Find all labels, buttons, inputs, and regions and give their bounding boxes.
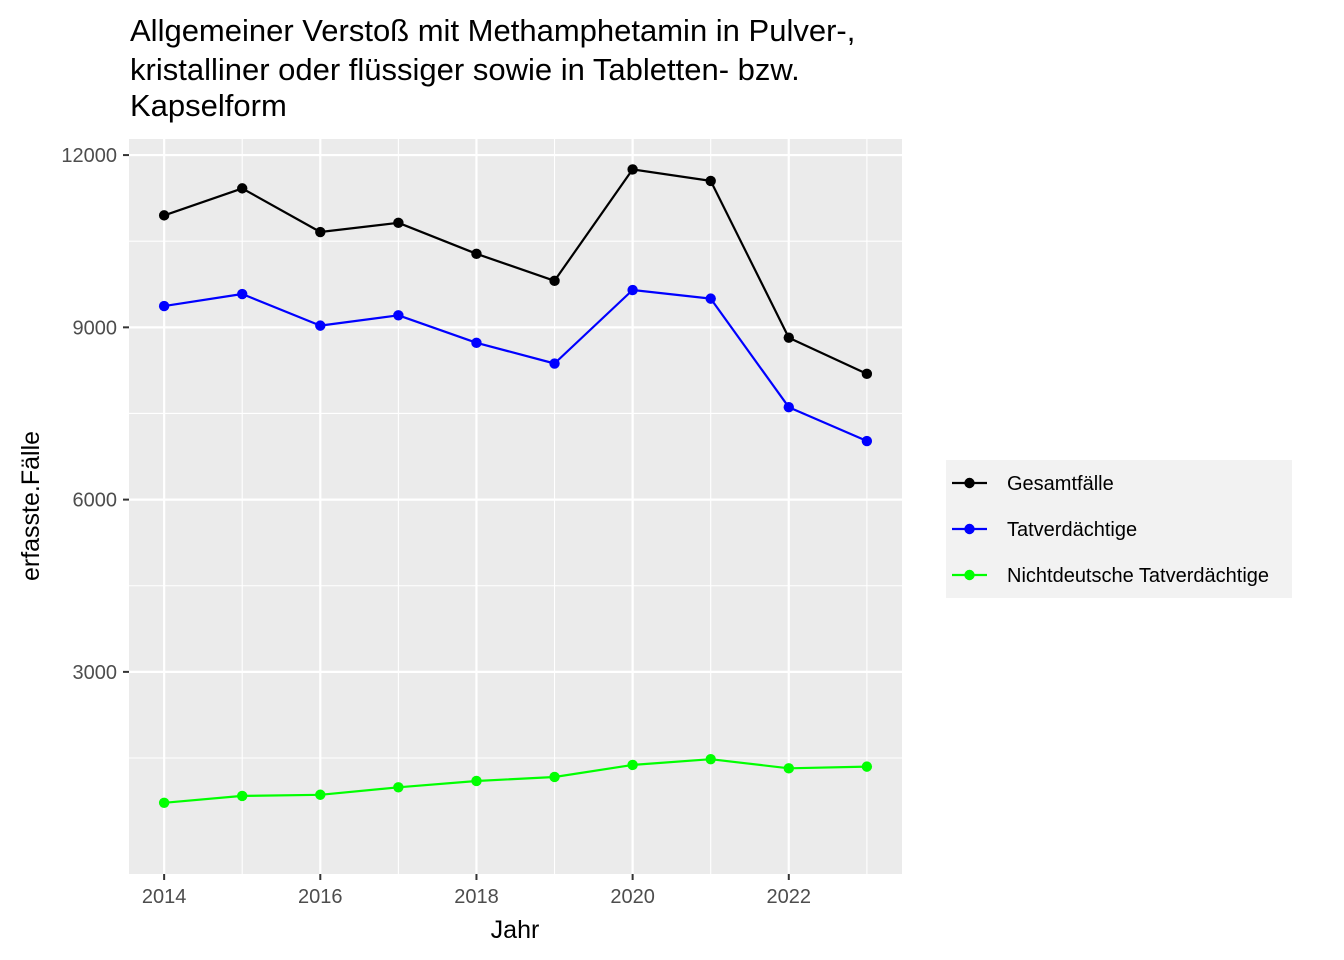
x-tick-label: 2018 [454,886,499,908]
chart-title-line-3: Kapselform [130,88,287,123]
legend-item: Tatverdächtige [952,519,1137,541]
legend-key-point [964,569,975,581]
data-point [861,368,873,380]
chart-title-line-1: Allgemeiner Verstoß mit Methamphetamin i… [130,13,855,48]
data-point [237,790,248,802]
x-tick-label: 2016 [298,886,343,908]
legend-label: Gesamtfälle [1007,473,1114,495]
y-tick-label: 9000 [73,317,118,339]
data-point [705,753,716,765]
legend-key-point [964,523,975,535]
x-tick-label: 2022 [767,886,812,908]
data-point [549,771,560,783]
x-tick-label: 2014 [142,886,187,908]
series-layer [158,164,873,808]
x-axis-title: Jahr [491,916,540,944]
data-point [783,332,794,343]
data-point [471,337,482,349]
legend-label: Tatverdächtige [1007,519,1137,541]
y-tick-label: 3000 [73,662,118,684]
data-point [861,761,873,772]
data-point [393,217,404,229]
data-point [315,226,326,238]
data-point [315,789,326,800]
chart-title: Allgemeiner Verstoß mit Methamphetamin i… [130,13,855,123]
data-point [393,782,404,793]
series-3 [158,753,873,808]
data-point [237,183,248,194]
data-point [627,164,638,175]
series-line [164,758,867,804]
gridlines [129,139,902,874]
data-point [158,300,170,312]
data-point [705,175,716,187]
y-axis-title: erfasste.Fälle [17,431,45,581]
series-1 [158,164,873,380]
data-point [549,358,560,369]
data-point [158,797,170,808]
data-point [393,310,404,321]
data-point [471,775,482,787]
data-point [705,293,716,304]
data-point [315,320,326,331]
legend-background [946,460,1292,598]
x-tick-label: 2020 [610,886,655,908]
series-line [163,288,868,443]
y-tick-label: 6000 [73,490,118,512]
legend-key-point [964,477,975,489]
chart-title-line-2: kristalliner oder flüssiger sowie in Tab… [130,52,800,87]
data-point [471,248,482,260]
y-tick-label: 12000 [61,145,117,167]
legend-item: Nichtdeutsche Tatverdächtige [952,565,1269,587]
plot-panel [129,139,902,874]
legend-item: Gesamtfälle [952,473,1114,495]
data-point [549,275,560,287]
data-point [627,284,638,296]
legend: Gesamtfälle Tatverdächtige Nichtdeutsche T… [946,460,1292,598]
data-point [783,763,794,774]
data-point [783,401,794,413]
data-point [237,288,248,300]
data-point [627,759,638,771]
series-line [163,168,868,375]
series-2 [158,284,873,447]
axes: 3000 6000 9000 12000 2014 2016 2018 2020 2022 [61,145,811,908]
data-point [158,210,170,221]
data-point [861,435,873,447]
legend-label: Nichtdeutsche Tatverdächtige [1007,565,1269,587]
